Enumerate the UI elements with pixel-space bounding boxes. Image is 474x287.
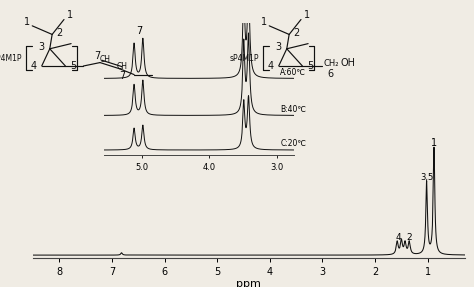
- Text: 1: 1: [261, 17, 266, 26]
- Text: 2: 2: [293, 28, 300, 38]
- Text: sP4M1P: sP4M1P: [230, 54, 259, 63]
- Text: 1: 1: [431, 138, 437, 148]
- Text: sP4M1P: sP4M1P: [0, 54, 22, 63]
- Text: 1: 1: [304, 10, 310, 20]
- Text: 7: 7: [136, 26, 142, 36]
- Text: 5: 5: [70, 61, 77, 71]
- Text: CH₂: CH₂: [323, 59, 338, 68]
- Text: 3: 3: [38, 42, 44, 52]
- Text: 4: 4: [267, 61, 273, 71]
- Text: 6: 6: [328, 69, 334, 79]
- Text: A:60℃: A:60℃: [280, 68, 306, 77]
- Text: 3,5: 3,5: [420, 173, 433, 183]
- Text: 4: 4: [30, 61, 36, 71]
- Text: 4: 4: [396, 233, 401, 242]
- Text: 7: 7: [94, 51, 101, 61]
- Text: 1: 1: [67, 10, 73, 20]
- Text: 1: 1: [24, 17, 29, 26]
- Text: 3: 3: [275, 42, 281, 52]
- Text: 7: 7: [119, 71, 126, 81]
- Text: 5: 5: [307, 61, 314, 71]
- Text: C:20℃: C:20℃: [280, 139, 306, 148]
- Text: CH: CH: [99, 55, 110, 64]
- Text: OH: OH: [341, 58, 356, 68]
- Text: 2: 2: [407, 233, 412, 242]
- Text: 2: 2: [56, 28, 63, 38]
- Text: B:40℃: B:40℃: [280, 105, 306, 114]
- X-axis label: ppm: ppm: [237, 279, 261, 287]
- Text: CH: CH: [116, 61, 128, 71]
